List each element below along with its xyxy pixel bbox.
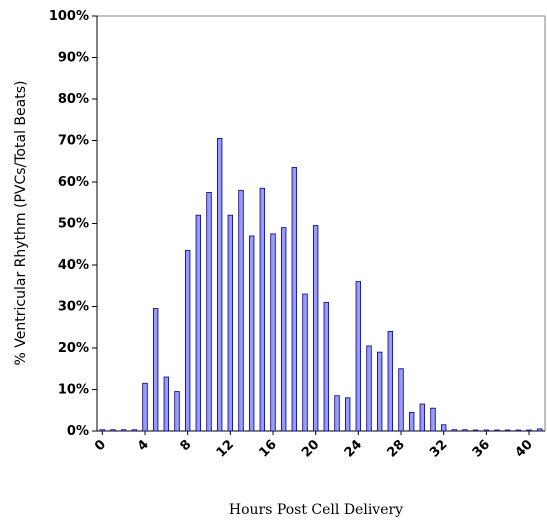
y-tick-label: 50%	[58, 217, 89, 232]
bar	[387, 330, 394, 432]
bar	[526, 429, 532, 432]
bar	[323, 301, 330, 432]
bar	[259, 187, 266, 432]
bar	[536, 428, 543, 432]
y-axis: 0% 10% 20% 30% 40% 50% 60% 70% 80% 90% 100%	[49, 9, 97, 439]
bar	[398, 368, 404, 432]
bar	[302, 293, 308, 432]
y-tick-label: 10%	[58, 383, 89, 398]
bar	[440, 424, 447, 432]
y-tick-label: 40%	[58, 258, 89, 273]
bar	[99, 429, 106, 432]
x-tick-label: 16	[256, 437, 279, 460]
y-tick-label: 0%	[67, 424, 89, 439]
bar	[206, 191, 212, 432]
bar	[184, 250, 191, 432]
bar	[152, 308, 159, 432]
bar	[355, 281, 362, 432]
bar	[174, 391, 180, 432]
bar	[120, 429, 127, 432]
bar	[216, 138, 223, 432]
x-tick-label: 12	[214, 437, 237, 460]
bar	[366, 345, 372, 432]
bar	[270, 233, 276, 432]
plot-frame	[96, 15, 546, 432]
bar	[291, 167, 298, 432]
bar	[280, 227, 287, 432]
x-axis-title: Hours Post Cell Delivery	[229, 502, 403, 518]
bar	[472, 429, 479, 432]
bar	[195, 214, 202, 432]
bar	[312, 225, 319, 432]
x-axis: 0 4 8 12 16 20 24 28 32 36 40	[92, 431, 536, 461]
bar	[376, 351, 383, 432]
x-tick-label: 36	[470, 437, 493, 460]
bar	[238, 189, 244, 432]
x-tick-label: 32	[427, 437, 450, 460]
x-tick-label: 40	[512, 437, 535, 460]
bar	[504, 429, 511, 432]
x-tick-label: 24	[342, 437, 365, 460]
x-tick-label: 0	[92, 437, 109, 454]
x-tick-label: 8	[177, 437, 194, 454]
bar	[462, 429, 468, 432]
bar	[142, 382, 148, 432]
bar	[110, 429, 116, 432]
bar	[515, 429, 522, 432]
x-tick-label: 20	[299, 437, 322, 460]
y-tick-label: 70%	[58, 134, 89, 149]
y-tick-label: 20%	[58, 341, 89, 356]
bar	[419, 403, 426, 432]
bar	[494, 429, 500, 432]
y-axis-title: % Ventricular Rhythm (PVCs/Total Beats)	[13, 81, 29, 366]
bar	[408, 411, 415, 432]
bar	[334, 395, 340, 432]
x-tick-label: 28	[384, 437, 407, 460]
x-tick-label: 4	[135, 437, 152, 454]
bar	[163, 376, 170, 432]
y-tick-label: 80%	[58, 92, 89, 107]
bar	[248, 235, 255, 432]
bar	[344, 397, 351, 432]
bars	[99, 138, 543, 432]
bar	[227, 214, 234, 432]
y-tick-label: 30%	[58, 300, 89, 315]
y-tick-label: 90%	[58, 51, 89, 66]
bar	[430, 407, 436, 432]
y-tick-label: 60%	[58, 175, 89, 190]
bar	[483, 429, 490, 432]
bar	[451, 429, 458, 432]
bar	[131, 429, 138, 432]
y-tick-label: 100%	[49, 9, 89, 24]
